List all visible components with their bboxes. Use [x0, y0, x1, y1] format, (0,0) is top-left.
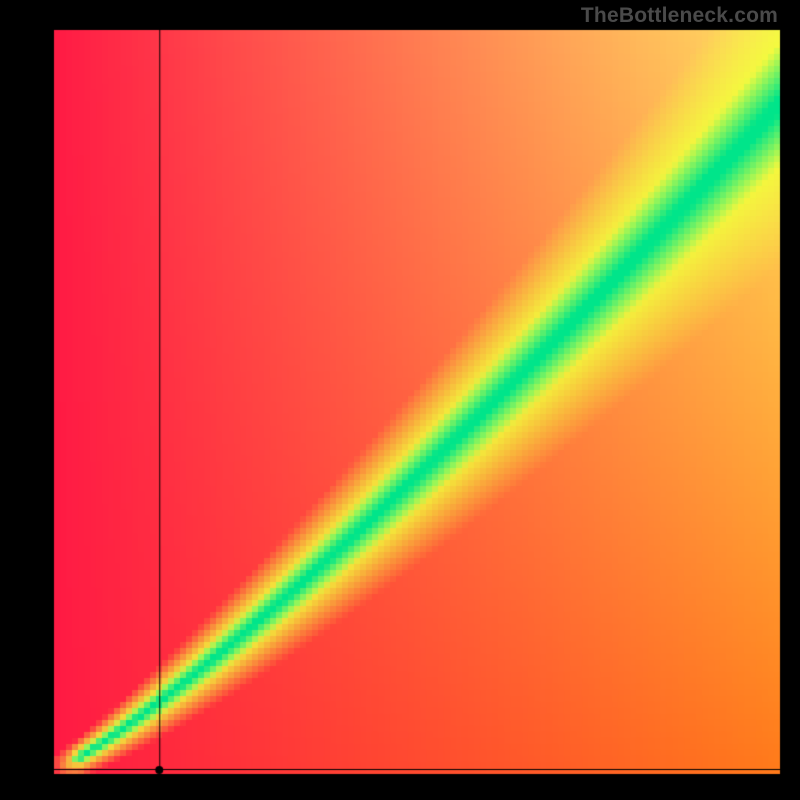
bottleneck-heatmap: [0, 0, 800, 800]
attribution-label: TheBottleneck.com: [581, 4, 778, 28]
